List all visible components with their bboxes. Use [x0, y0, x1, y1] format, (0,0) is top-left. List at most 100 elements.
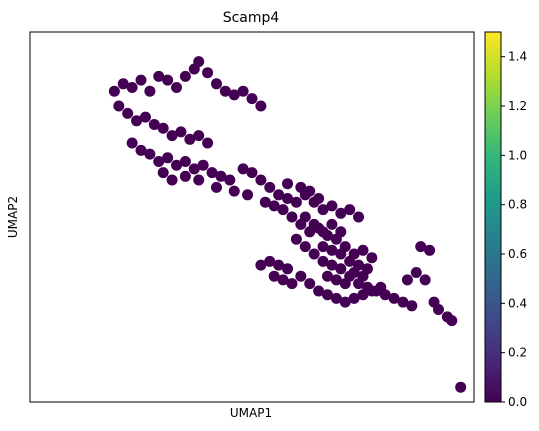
scatter-point-84: [330, 292, 342, 304]
scatter-point-90: [255, 259, 267, 271]
scatter-point-45: [273, 189, 285, 201]
scatter-point-67: [299, 241, 311, 253]
scatter-point-42: [246, 167, 258, 179]
scatter-point-29: [126, 137, 138, 149]
colorbar-ticks: 0.0 0.2 0.4 0.6 0.8 1.0 1.2 1.4: [501, 50, 527, 409]
scatter-point-77: [388, 292, 400, 304]
scatter-point-107: [242, 189, 254, 201]
colorbar-tick-label-2: 0.4: [508, 296, 527, 310]
scatter-point-0: [108, 85, 120, 97]
scatter-point-18: [113, 100, 125, 112]
scatter-point-132: [286, 278, 298, 290]
scatter-point-94: [415, 241, 427, 253]
scatter-point-37: [197, 159, 209, 171]
scatter-point-24: [166, 130, 178, 142]
scatter-point-103: [179, 170, 191, 182]
scatter-point-44: [264, 181, 276, 193]
scatter-point-66: [290, 233, 302, 245]
scatter-point-1: [117, 78, 129, 90]
scatter-point-32: [153, 156, 165, 167]
scatter-point-95: [424, 244, 436, 256]
scatter-point-20: [131, 115, 143, 127]
scatter-point-116: [317, 226, 329, 238]
points-layer: [108, 56, 467, 393]
scatter-point-43: [255, 174, 267, 186]
scatter-point-104: [193, 174, 205, 186]
scatter-point-33: [162, 152, 174, 164]
scatter-point-83: [321, 289, 333, 301]
scatter-point-10: [193, 56, 205, 68]
scatter-point-122: [344, 255, 356, 267]
scatter-point-52: [335, 207, 347, 219]
scatter-point-51: [326, 200, 338, 212]
scatter-point-71: [335, 263, 347, 275]
scatter-point-113: [313, 193, 325, 204]
scatter-point-114: [299, 211, 311, 223]
scatter-point-27: [193, 130, 205, 142]
scatter-point-102: [166, 174, 178, 186]
scatter-point-3: [135, 74, 147, 86]
scatter-point-125: [321, 270, 333, 282]
scatter-point-53: [344, 204, 356, 216]
scatter-point-91: [264, 255, 276, 267]
colorbar-tick-label-0: 0.0: [508, 395, 527, 409]
scatter-point-15: [237, 85, 249, 97]
chart-title: Scamp4: [223, 10, 280, 26]
scatter-point-17: [255, 100, 267, 112]
scatter-point-135: [419, 274, 431, 286]
scatter-point-110: [282, 178, 294, 190]
scatter-point-120: [326, 244, 338, 256]
scatter-point-34: [171, 159, 183, 171]
scatter-point-28: [202, 137, 214, 149]
plot-area: [29, 31, 475, 403]
colorbar-tick-label-3: 0.6: [508, 247, 527, 261]
colorbar-tick-label-6: 1.2: [508, 99, 527, 113]
scatter-point-80: [295, 270, 307, 282]
scatter-point-128: [348, 267, 360, 278]
scatter-point-4: [144, 85, 156, 97]
scatter-point-46: [282, 193, 294, 204]
scatter-point-69: [317, 255, 329, 267]
scatter-point-133: [401, 274, 413, 286]
scatter-point-87: [357, 289, 369, 301]
colorbar-tick-label-4: 0.8: [508, 198, 527, 212]
scatter-point-23: [157, 122, 169, 134]
scatter-point-56: [286, 211, 298, 223]
scatter-point-106: [228, 185, 240, 197]
plot-frame: [29, 31, 475, 403]
scatter-point-134: [410, 267, 422, 278]
scatter-point-64: [357, 244, 369, 256]
scatter-point-111: [295, 181, 307, 193]
scatter-point-13: [219, 85, 231, 97]
scatter-point-127: [339, 278, 351, 290]
scatter-point-70: [326, 259, 338, 271]
scatter-point-92: [273, 259, 285, 271]
scatter-point-97: [432, 304, 444, 315]
scatter-point-89: [375, 281, 387, 293]
scatter-point-39: [215, 170, 227, 182]
scatter-point-6: [162, 74, 174, 86]
scatter-point-100: [455, 381, 467, 393]
scatter-point-12: [210, 78, 222, 90]
scatter-point-88: [366, 285, 378, 297]
scatter-point-21: [139, 111, 151, 123]
colorbar-tick-label-1: 0.2: [508, 346, 527, 360]
colorbar-gradient: [484, 31, 502, 403]
scatter-point-5: [153, 70, 165, 82]
scatter-point-2: [126, 82, 138, 93]
scatter-point-81: [304, 278, 316, 290]
x-axis-label: UMAP1: [230, 406, 272, 420]
scatter-point-119: [317, 241, 329, 253]
scatter-point-101: [157, 167, 169, 179]
scatter-point-108: [259, 196, 271, 208]
scatter-point-31: [144, 148, 156, 160]
scatter-point-40: [224, 174, 236, 186]
scatter-point-126: [330, 274, 342, 286]
scatter-point-115: [308, 218, 320, 230]
scatter-point-82: [313, 285, 325, 297]
scatter-point-109: [268, 200, 280, 212]
scatter-point-19: [122, 107, 134, 119]
scatter-point-38: [206, 167, 218, 179]
scatter-point-16: [246, 93, 258, 105]
scatter-point-35: [179, 156, 191, 167]
